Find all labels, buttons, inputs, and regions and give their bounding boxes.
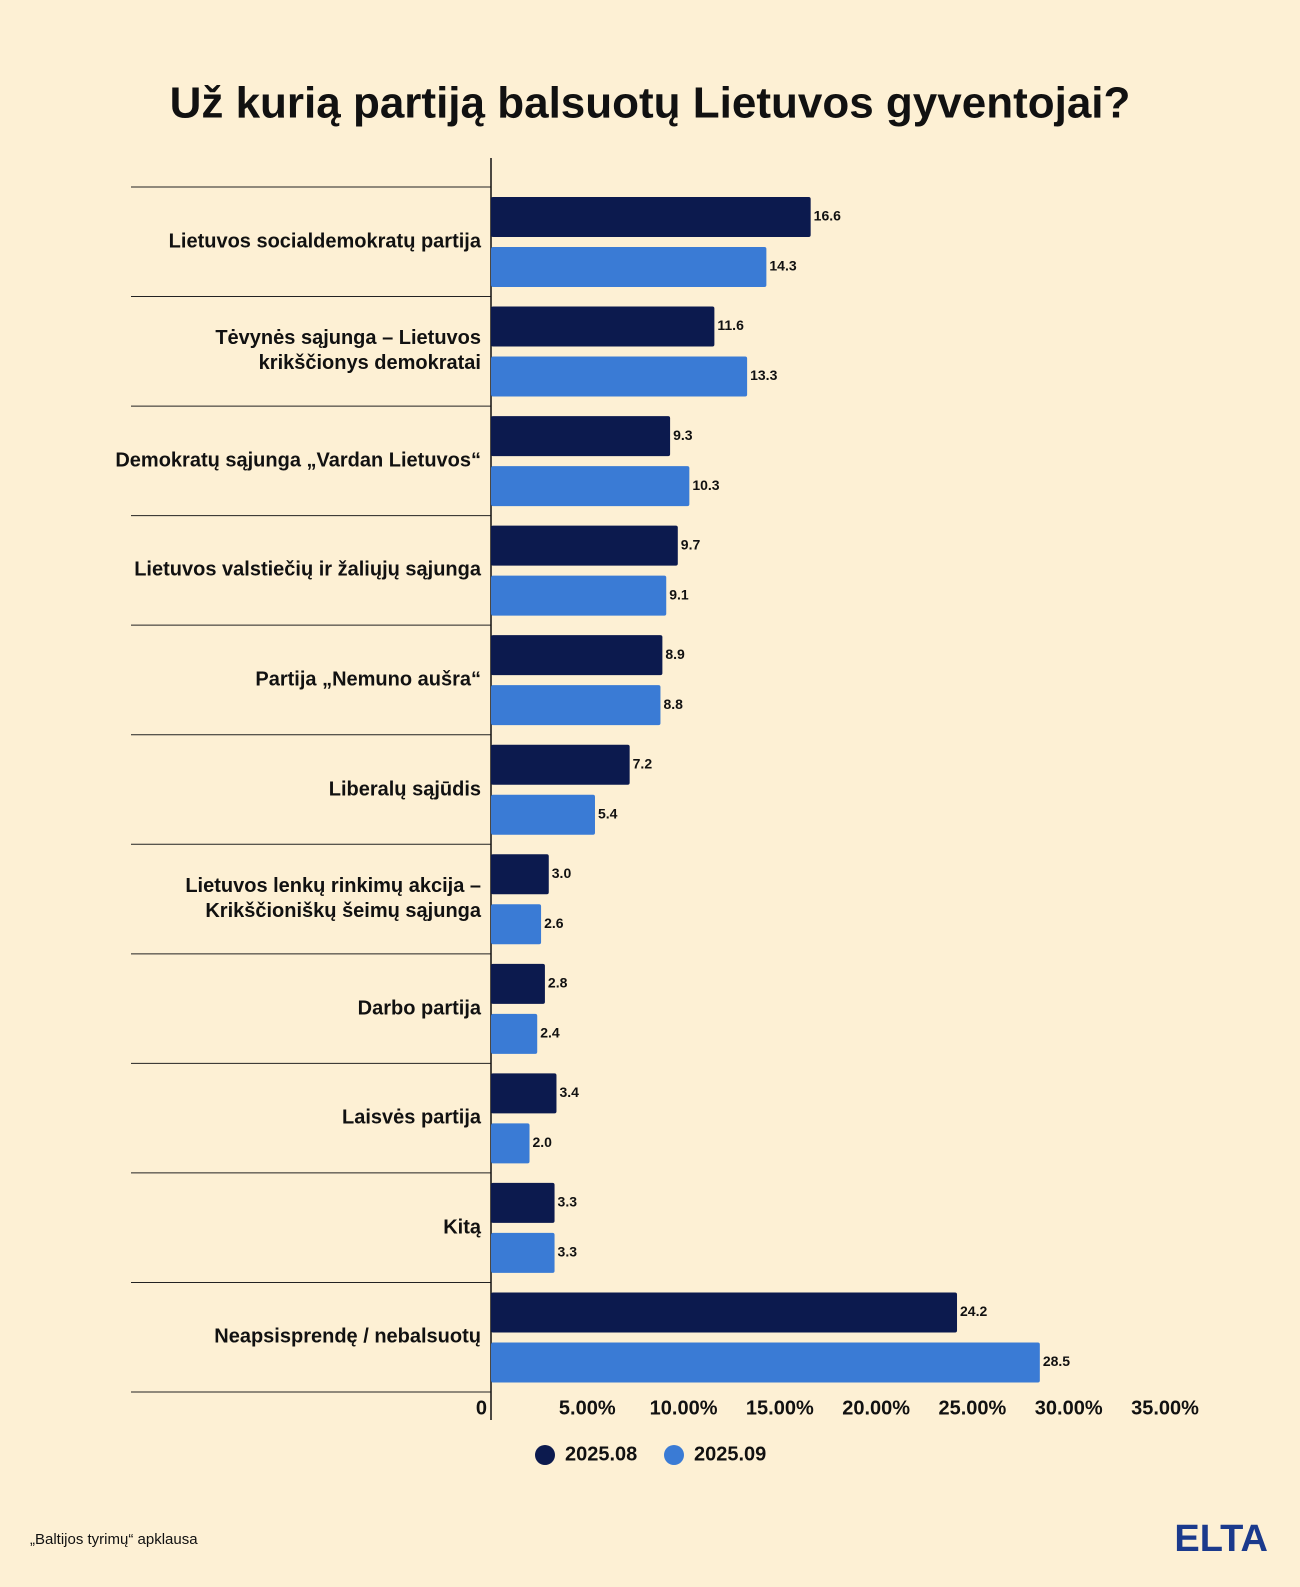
- bar: [491, 1292, 958, 1333]
- value-label: 3.0: [552, 865, 572, 881]
- x-tick-label: 15.00%: [746, 1397, 814, 1419]
- bar: [491, 963, 545, 1004]
- category-label: Liberalų sąjūdis: [328, 778, 481, 800]
- category-label: Lietuvos socialdemokratų partija: [168, 230, 481, 253]
- logo: ELTA: [1174, 1518, 1268, 1560]
- x-tick-label: 20.00%: [842, 1397, 910, 1419]
- bar: [491, 1073, 557, 1114]
- value-label: 3.3: [558, 1244, 578, 1260]
- value-label: 5.4: [598, 805, 618, 821]
- x-tick-label: 10.00%: [650, 1397, 718, 1419]
- category-label: Partija „Nemuno aušra“: [255, 668, 481, 691]
- bar: [491, 1182, 555, 1223]
- x-tick-label: 30.00%: [1035, 1397, 1103, 1419]
- value-label: 3.4: [559, 1084, 579, 1100]
- bar: [491, 525, 678, 566]
- category-label: Lietuvos lenkų rinkimų akcija – Krikščio…: [185, 875, 481, 923]
- x-tick-label: 35.00%: [1131, 1397, 1199, 1419]
- legend-swatch: [664, 1445, 684, 1465]
- category-label: Tėvynės sąjunga – Lietuvos krikščionys d…: [215, 327, 481, 375]
- source-note: „Baltijos tyrimų“ apklausa: [30, 1531, 198, 1548]
- value-label: 9.1: [669, 586, 689, 602]
- legend-swatch: [535, 1445, 555, 1465]
- bar: [491, 635, 663, 676]
- value-label: 3.3: [558, 1194, 578, 1210]
- chart-title: Už kurią partiją balsuotų Lietuvos gyven…: [170, 79, 1131, 128]
- value-label: 2.4: [540, 1025, 560, 1041]
- value-label: 11.6: [717, 317, 744, 333]
- bar: [491, 794, 595, 835]
- value-label: 2.8: [548, 975, 568, 991]
- bar: [491, 1123, 530, 1164]
- bar: [491, 197, 811, 237]
- value-label: 24.2: [960, 1303, 987, 1319]
- bar: [491, 904, 542, 945]
- value-label: 2.0: [533, 1134, 553, 1150]
- value-label: 14.3: [769, 258, 796, 274]
- bar: [491, 306, 715, 347]
- bar: [491, 356, 748, 397]
- value-label: 2.6: [544, 915, 564, 931]
- value-label: 9.3: [673, 427, 693, 443]
- value-label: 10.3: [692, 477, 719, 493]
- value-label: 8.9: [665, 646, 685, 662]
- bar: [491, 416, 671, 457]
- value-label: 8.8: [663, 696, 683, 712]
- bar: [491, 247, 767, 287]
- legend-label: 2025.08: [565, 1443, 637, 1465]
- bar: [491, 854, 549, 895]
- bar: [491, 1342, 1040, 1383]
- value-label: 16.6: [814, 208, 841, 224]
- value-label: 9.7: [681, 536, 701, 552]
- bar: [491, 1013, 538, 1054]
- category-label: Darbo partija: [357, 997, 481, 1020]
- legend-label: 2025.09: [694, 1443, 766, 1465]
- value-label: 7.2: [633, 755, 653, 771]
- category-label: Neapsisprendę / nebalsuotų: [214, 1325, 481, 1348]
- value-label: 28.5: [1043, 1353, 1070, 1369]
- bar: [491, 1232, 555, 1273]
- x-tick-label: 25.00%: [939, 1397, 1007, 1419]
- bar: [491, 575, 667, 616]
- value-label: 13.3: [750, 367, 777, 383]
- category-label: Laisvės partija: [342, 1106, 481, 1129]
- x-tick-label: 5.00%: [559, 1397, 616, 1419]
- x-tick-label: 0: [476, 1397, 487, 1419]
- bar: [491, 466, 690, 507]
- bar: [491, 685, 661, 726]
- category-label: Lietuvos valstiečių ir žaliųjų sąjunga: [134, 558, 481, 581]
- bar: [491, 744, 630, 785]
- category-label: Kitą: [443, 1216, 481, 1239]
- category-label: Demokratų sąjunga „Vardan Lietuvos“: [115, 449, 481, 472]
